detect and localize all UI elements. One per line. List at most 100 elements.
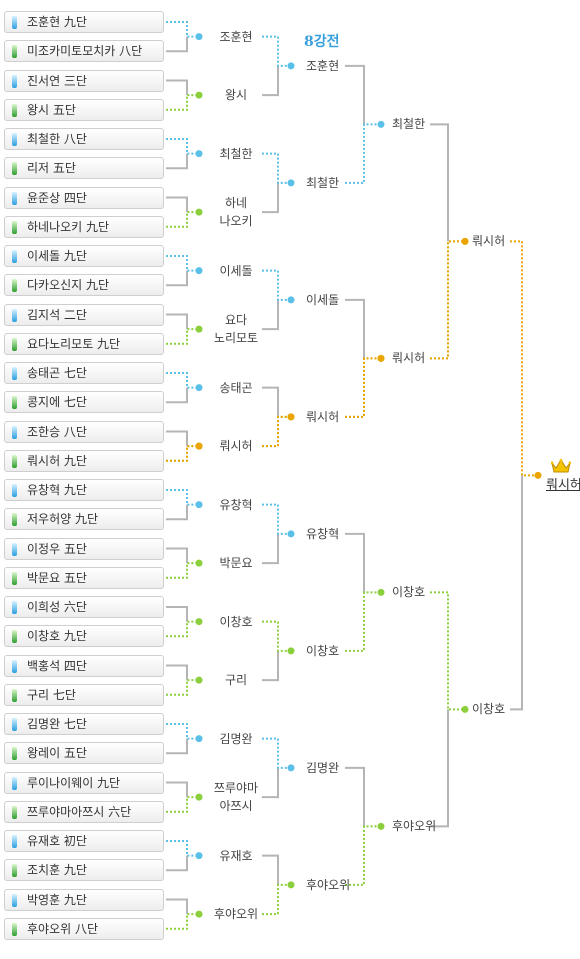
round1-winner[interactable]: 구리 [212,671,260,689]
champion-name[interactable]: 뤄시허 [546,478,580,493]
player-row[interactable]: 왕레이 五단 [4,742,164,765]
bracket-loser-line [262,386,279,417]
player-row[interactable]: 후야오위 八단 [4,917,164,940]
player-name: 진서연 三단 [27,73,87,88]
player-row[interactable]: 하네나오키 九단 [4,215,164,238]
round1-winner[interactable]: 요다 노리모토 [212,311,260,347]
round1-winner[interactable]: 후야오위 [212,905,260,923]
semifinal-winner[interactable]: 뤄시허 [392,351,426,366]
quarterfinal-winner[interactable]: 유창혁 [306,526,340,541]
player-row[interactable]: 저우허양 九단 [4,508,164,531]
player-row[interactable]: 김명완 七단 [4,713,164,735]
round1-winner[interactable]: 박문요 [212,554,260,572]
player-row[interactable]: 김지석 二단 [4,303,164,326]
quarterfinal-winner[interactable]: 최철한 [306,175,340,190]
bracket-loser-line [430,709,449,828]
winner-dot [195,676,203,684]
champion-path-line [430,240,465,360]
player-row[interactable]: 다카오신지 九단 [4,274,164,297]
player-name: 후야오위 八단 [27,921,99,936]
bracket-winner-line [166,796,199,813]
player-row[interactable]: 이정우 五단 [4,537,164,560]
player-row[interactable]: 미조카미토모치카 八단 [4,40,164,63]
player-row[interactable]: 이창호 九단 [4,625,164,648]
player-row[interactable]: 송태곤 七단 [4,362,164,384]
round1-winner[interactable]: 뤄시허 [212,437,260,455]
player-row[interactable]: 유재호 初단 [4,830,164,852]
player-row[interactable]: 조치훈 九단 [4,859,164,882]
player-pin-icon [12,630,17,644]
quarterfinal-winner[interactable]: 뤄시허 [306,409,340,424]
player-name: 최철한 八단 [27,132,87,146]
round1-winner[interactable]: 조훈현 [212,28,260,46]
round1-winner[interactable]: 송태곤 [212,379,260,397]
player-pin-icon [12,45,17,59]
quarterfinal-winner[interactable]: 김명완 [306,760,340,775]
player-name: 김지석 二단 [27,307,87,322]
player-row[interactable]: 백홍석 四단 [4,654,164,677]
round1-winner[interactable]: 쯔루야마 아쯔시 [212,779,260,815]
finalist[interactable]: 뤄시허 [472,234,506,249]
round1-winner[interactable]: 유창혁 [212,496,260,514]
bracket-winner-line [166,21,199,38]
player-row[interactable]: 최철한 八단 [4,128,164,150]
bracket-loser-line [262,854,279,885]
round1-winner-line: 이창호 [219,614,253,629]
winner-dot [195,91,203,99]
player-name: 백홍석 四단 [27,658,87,673]
player-row[interactable]: 윤준상 四단 [4,186,164,209]
quarterfinal-winner[interactable]: 이창호 [306,643,340,658]
quarterfinal-winner[interactable]: 조훈현 [306,58,340,73]
player-name: 구리 七단 [27,687,76,702]
player-row[interactable]: 구리 七단 [4,683,164,706]
semifinal-winner[interactable]: 후야오위 [392,819,437,834]
player-row[interactable]: 리저 五단 [4,157,164,180]
player-name: 쯔루야마아쯔시 六단 [27,804,132,819]
player-row[interactable]: 조한승 八단 [4,420,164,443]
player-row[interactable]: 박영훈 九단 [4,888,164,911]
semifinal-winner[interactable]: 이창호 [392,585,426,600]
player-name: 조치훈 九단 [27,863,87,878]
player-row[interactable]: 루이나이웨이 九단 [4,771,164,794]
player-row[interactable]: 콩지에 七단 [4,391,164,414]
player-pin-icon [12,191,17,205]
winner-dot [287,62,295,70]
bracket-loser-line [166,664,188,681]
champion-path-dot [195,442,203,450]
round1-winner[interactable]: 이창호 [212,613,260,631]
player-row[interactable]: 이세돌 九단 [4,245,164,267]
bracket-loser-line [166,153,188,170]
quarterfinal-winner[interactable]: 이세돌 [306,292,340,307]
bracket-winner-line [166,445,199,462]
winner-dot [195,208,203,216]
player-row[interactable]: 쯔루야마아쯔시 六단 [4,800,164,823]
player-pin-icon [12,776,17,790]
bracket-loser-line [166,898,188,915]
player-pin-icon [12,513,17,527]
player-row[interactable]: 이희성 六단 [4,596,164,618]
player-name: 다카오신지 九단 [27,278,110,293]
round1-winner[interactable]: 최철한 [212,145,260,163]
finalist[interactable]: 이창호 [472,702,506,717]
player-row[interactable]: 박문요 五단 [4,566,164,589]
player-row[interactable]: 유창혁 九단 [4,479,164,501]
winner-dot [287,179,295,187]
round1-winner[interactable]: 김명완 [212,730,260,748]
round1-winner-line: 구리 [224,673,248,688]
player-row[interactable]: 뤄시허 九단 [4,449,164,472]
player-pin-icon [12,396,17,410]
round1-winner[interactable]: 유재호 [212,847,260,865]
player-row[interactable]: 요다노리모토 九단 [4,332,164,355]
player-row[interactable]: 진서연 三단 [4,69,164,92]
player-name: 왕시 五단 [27,102,76,117]
player-name: 요다노리모토 九단 [27,336,121,351]
quarterfinal-winner[interactable]: 후야오위 [306,877,351,892]
round1-winner[interactable]: 이세돌 [212,262,260,280]
round1-winner[interactable]: 하네 나오키 [212,194,260,230]
semifinal-winner[interactable]: 최철한 [392,117,426,132]
player-name: 이세돌 九단 [27,249,87,263]
player-row[interactable]: 왕시 五단 [4,98,164,121]
player-row[interactable]: 조훈현 九단 [4,11,164,33]
round1-winner[interactable]: 왕시 [212,86,260,104]
